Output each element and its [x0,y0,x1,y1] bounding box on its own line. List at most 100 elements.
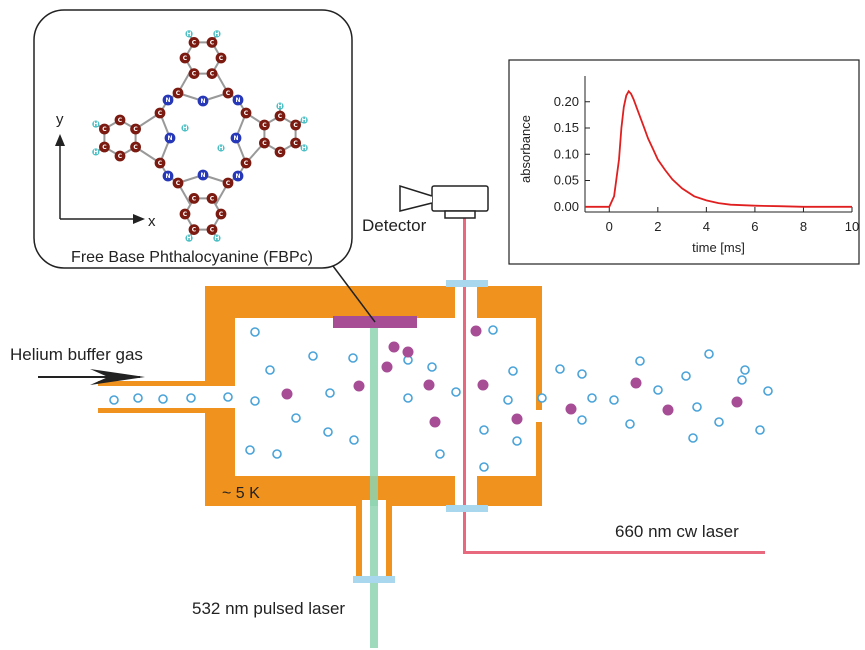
helium-atom [763,386,773,396]
nitrogen-atom-label: N [235,97,240,104]
helium-atom [512,436,522,446]
hydrogen-atom-label: H [182,125,187,132]
carbon-atom [130,141,141,153]
carbon-atom [274,146,286,158]
hydrogen-atom-label: H [187,31,192,38]
carbon-atom-label: C [278,149,283,156]
carbon-atom-label: C [262,122,267,129]
detector [399,184,489,219]
carbon-atom-label: C [244,160,249,167]
molecule-name-label: Free Base Phthalocyanine (FBPc) [71,249,313,266]
nitrogen-atom [164,132,176,144]
hydrogen-atom-label: H [214,235,219,242]
leader-line [329,261,376,323]
carbon-atom-label: C [192,39,197,46]
helium-atom [577,415,587,425]
nitrogen-atom [197,95,209,107]
helium-label: Helium buffer gas [10,345,143,364]
x-tick-label: 6 [751,219,758,234]
carbon-atom [130,123,141,135]
fbpc-molecule-dot [429,416,441,428]
xy-axes [55,134,145,224]
carbon-atom [188,37,200,48]
hydrogen-atom [181,124,189,132]
fbpc-molecule-dot [381,361,393,373]
helium-atom [349,435,359,445]
hydrogen-atom [213,234,221,242]
carbon-atom [222,177,234,189]
nitrogen-atom [162,170,174,182]
carbon-atom [99,123,110,135]
hydrogen-atom-label: H [214,31,219,38]
hydrogen-atom [300,144,308,152]
carbon-atom-label: C [133,126,138,133]
carbon-atom [222,87,234,99]
carbon-atom [99,141,110,153]
carbon-atom [188,68,200,79]
helium-atom [503,395,513,405]
nitrogen-atom [232,94,244,106]
carbon-atom [259,119,270,131]
nitrogen-atom-label: N [235,173,240,180]
carbon-atom-label: C [210,195,215,202]
helium-atom [250,396,260,406]
helium-atom [272,449,282,459]
x-tick-label: 10 [845,219,859,234]
carbon-atom [154,157,166,169]
hydrogen-atom [185,234,193,242]
nitrogen-atom-label: N [200,172,205,179]
helium-atom [158,394,168,404]
x-tick-label: 8 [800,219,807,234]
helium-atom [714,417,724,427]
helium-atom [435,449,445,459]
hydrogen-atom [217,144,225,152]
hydrogen-atom [185,30,193,38]
hydrogen-atom [213,30,221,38]
helium-atom [325,388,335,398]
carbon-atom [172,177,184,189]
helium-atom [609,395,619,405]
helium-atom [692,402,702,412]
carbon-atom-label: C [210,71,215,78]
detector-label: Detector [362,216,427,235]
carbon-atom [215,52,227,64]
fbpc-molecule-dot [731,396,743,408]
carbon-atom-label: C [244,110,249,117]
y-tick-label: 0.10 [554,146,579,161]
carbon-atom-label: C [133,144,138,151]
carbon-atom [240,157,252,169]
carbon-atom-label: C [210,227,215,234]
helium-atom [186,393,196,403]
hydrogen-atom [92,148,100,156]
cw-beam-inside [463,286,466,506]
hydrogen-atom [276,102,284,110]
carbon-atom [274,110,286,122]
nitrogen-atom [197,169,209,181]
y-tick-label: 0.15 [554,120,579,135]
nitrogen-atom [230,132,242,144]
helium-atom [587,393,597,403]
fbpc-molecule-dot [470,325,482,337]
carbon-atom [259,137,270,149]
absorbance-chart: 0.00 0.05 0.10 0.15 0.20 0 2 4 6 8 10 time [ms] abso… [518,76,859,255]
carbon-atom-label: C [118,153,123,160]
helium-atom [348,353,358,363]
fbpc-molecule-dot [477,379,489,391]
y-axis-label: y [56,111,64,128]
hydrogen-atom-label: H [93,149,98,156]
helium-atom [133,393,143,403]
cw-laser-label: 660 nm cw laser [615,522,739,541]
carbon-atom-label: C [219,211,224,218]
carbon-atom-label: C [176,180,181,187]
helium-atom [625,419,635,429]
helium-atom [755,425,765,435]
carbon-atom [290,137,301,149]
temperature-label: ~ 5 K [222,485,260,502]
carbon-atom-label: C [219,55,224,62]
helium-atom [427,362,437,372]
y-tick-label: 0.20 [554,94,579,109]
hydrogen-atom-label: H [302,117,307,124]
hydrogen-atom [300,116,308,124]
